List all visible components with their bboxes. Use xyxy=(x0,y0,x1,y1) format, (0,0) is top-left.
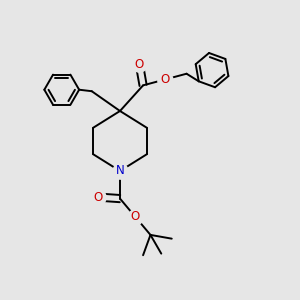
Text: O: O xyxy=(160,73,170,86)
Text: N: N xyxy=(116,164,124,178)
Text: O: O xyxy=(131,211,140,224)
Text: O: O xyxy=(94,190,103,204)
Text: O: O xyxy=(135,58,144,70)
